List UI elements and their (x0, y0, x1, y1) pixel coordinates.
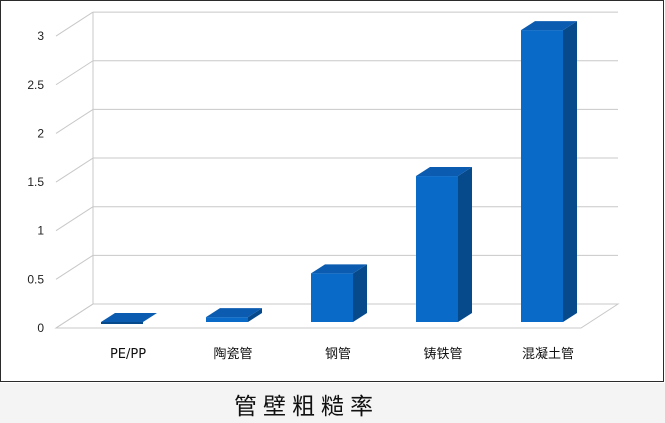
gridline-side (55, 157, 94, 183)
bar-2 (311, 264, 367, 322)
bar-front (206, 317, 248, 322)
x-category-label: 陶瓷管 (213, 346, 252, 362)
gridline-side (55, 60, 94, 86)
y-tick-label: 2.5 (27, 78, 44, 92)
gridline-side (55, 108, 94, 134)
y-tick-label: 0.5 (27, 272, 44, 286)
x-category-label: 铸铁管 (423, 346, 462, 362)
x-category-label: PE/PP (110, 347, 146, 362)
y-tick-label: 1 (37, 224, 44, 238)
bar-front (101, 322, 143, 324)
caption-text: 管壁粗糙率 (234, 394, 379, 420)
bar-top (206, 308, 262, 318)
bar-1 (206, 308, 262, 322)
bar-side (353, 264, 367, 322)
chart-frame: 0 0.5 1 1.5 2 2.5 3 PE/PP 陶瓷管 钢管 铸铁管 混凝土管 (0, 0, 664, 382)
bar-side (563, 21, 577, 322)
gridline-side (55, 254, 94, 280)
bar-4 (521, 21, 577, 322)
bar-top (416, 167, 472, 177)
x-category-label: 混凝土管 (522, 346, 574, 362)
bar-3 (416, 167, 472, 322)
bars (101, 21, 577, 324)
y-tick-label: 3 (37, 29, 44, 43)
bar-side (458, 167, 472, 322)
caption-band: 管壁粗糙率 (0, 383, 665, 423)
bar-front (521, 30, 563, 322)
bar-front (416, 176, 458, 322)
y-tick-label: 1.5 (27, 175, 44, 189)
bar-top (311, 264, 367, 274)
bar-front (311, 273, 353, 322)
y-tick-label: 2 (37, 126, 44, 140)
bar-top (521, 21, 577, 31)
bar-0 (101, 313, 157, 324)
y-tick-label: 0 (37, 321, 44, 335)
y-axis-ticks: 0 0.5 1 1.5 2 2.5 3 (27, 29, 44, 335)
bar-top (101, 313, 157, 322)
x-axis-categories: PE/PP 陶瓷管 钢管 铸铁管 混凝土管 (110, 346, 574, 362)
gridline-side (55, 206, 94, 232)
x-category-label: 钢管 (325, 347, 351, 362)
gridline-side (55, 11, 94, 37)
chart-floor (54, 303, 620, 329)
bar-side (248, 308, 262, 322)
bar-chart: 0 0.5 1 1.5 2 2.5 3 PE/PP 陶瓷管 钢管 铸铁管 混凝土管 (27, 11, 620, 362)
